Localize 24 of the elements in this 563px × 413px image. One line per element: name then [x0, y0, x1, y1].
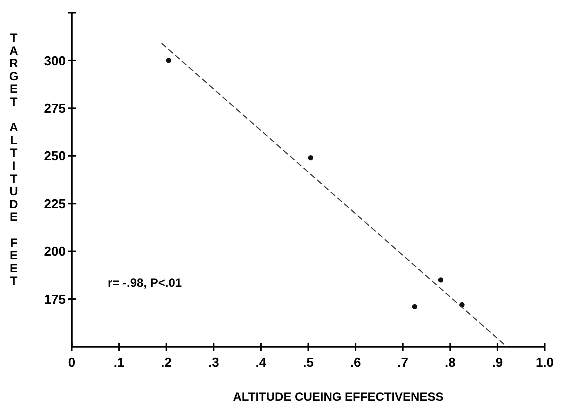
y-tick-label: 200	[44, 244, 66, 260]
point	[412, 304, 418, 310]
x-tick-label: 0	[68, 355, 76, 370]
point	[308, 155, 314, 161]
x-tick-label: .3	[208, 355, 220, 370]
x-tick-label: .6	[350, 355, 362, 370]
annotation: r= -.98, P<.01	[108, 276, 182, 290]
point	[166, 58, 172, 64]
x-tick-label: .8	[444, 355, 456, 370]
y-tick-label: 250	[44, 148, 66, 164]
y-axis-title: TARGET ALTITUDE FEET	[7, 31, 21, 288]
x-tick-label: .7	[398, 355, 409, 370]
point	[438, 278, 444, 283]
y-tick-label: 225	[44, 196, 66, 212]
x-tick-label: .1	[114, 355, 125, 370]
x-tick-label: .4	[256, 355, 268, 370]
x-tick-label: 1.0	[536, 355, 554, 370]
x-tick-label: .9	[492, 355, 504, 370]
y-tick-label: 300	[44, 53, 66, 68]
x-tick-label: .5	[303, 355, 314, 370]
x-tick-label: .2	[161, 355, 172, 370]
x-axis-title: ALTITUDE CUEING EFFECTIVENESS	[233, 390, 444, 404]
y-tick-label: 175	[44, 292, 66, 307]
y-tick-label: 275	[44, 100, 66, 116]
